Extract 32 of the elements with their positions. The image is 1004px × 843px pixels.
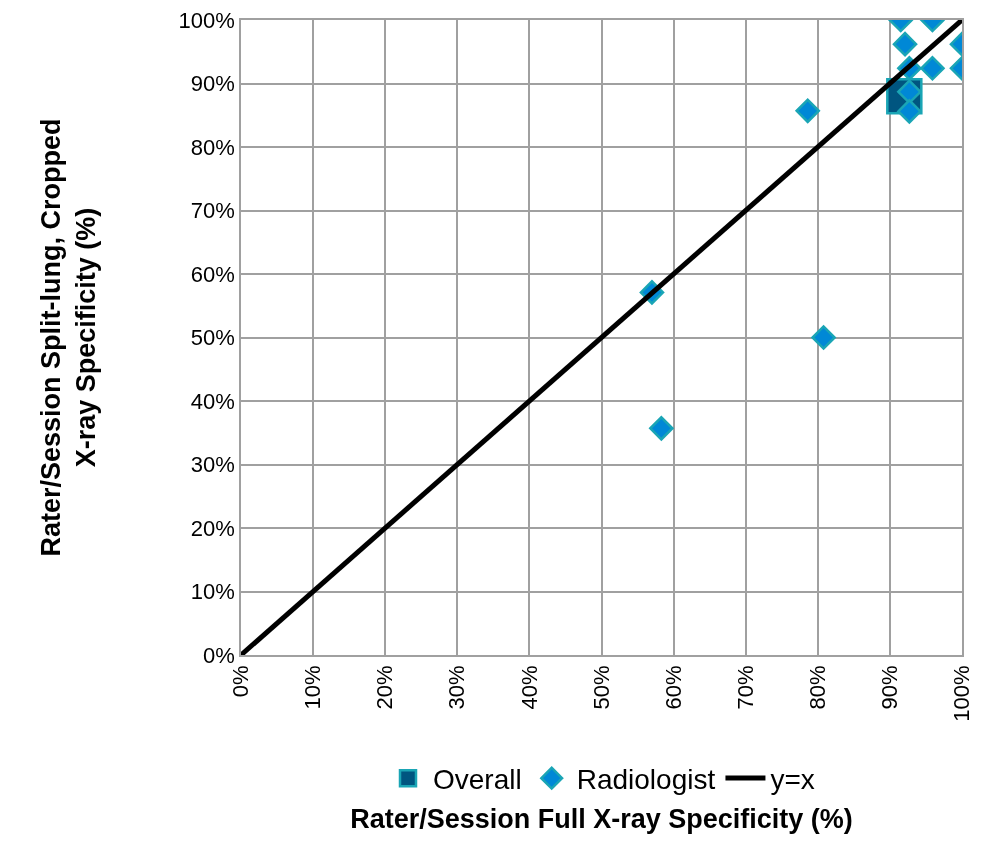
x-tick-label: 20% bbox=[372, 665, 398, 710]
x-tick-label: 40% bbox=[516, 665, 542, 710]
y-tick-label: 0% bbox=[203, 642, 235, 668]
x-tick-label: 10% bbox=[300, 665, 326, 710]
x-tick-label: 100% bbox=[949, 665, 975, 722]
legend-label: y=x bbox=[770, 764, 815, 796]
x-tick-label: 60% bbox=[660, 665, 686, 710]
point bbox=[920, 55, 945, 81]
y-tick-label: 10% bbox=[190, 579, 235, 605]
legend-label: Radiologist bbox=[576, 764, 716, 796]
y-tick-label: 80% bbox=[190, 134, 235, 160]
y-tick-label: 40% bbox=[190, 388, 235, 414]
y-tick-label: 90% bbox=[190, 71, 235, 97]
y-tick-label: 20% bbox=[190, 515, 235, 541]
point bbox=[795, 98, 821, 124]
y-tick-label: 60% bbox=[190, 261, 235, 287]
y-tick-label: 30% bbox=[190, 452, 235, 478]
point bbox=[892, 31, 918, 57]
x-tick-label: 70% bbox=[732, 665, 758, 710]
point bbox=[811, 325, 836, 350]
point bbox=[649, 416, 674, 441]
y-tick-label: 70% bbox=[190, 198, 235, 224]
y-tick-label: 50% bbox=[190, 325, 235, 351]
point bbox=[897, 99, 922, 124]
legend-label: Overall bbox=[433, 764, 522, 796]
x-tick-label: 30% bbox=[444, 665, 470, 710]
x-axis-title: Rater/Session Full X-ray Specificity (%) bbox=[350, 803, 853, 834]
x-tick-label: 50% bbox=[588, 665, 614, 710]
x-tick-label: 80% bbox=[804, 665, 830, 710]
y-axis-title: Rater/Session Split-lung, Cropped X-ray Specificity (%) bbox=[36, 118, 102, 557]
y-tick-label: 100% bbox=[178, 7, 235, 33]
x-tick-label: 90% bbox=[877, 665, 903, 710]
